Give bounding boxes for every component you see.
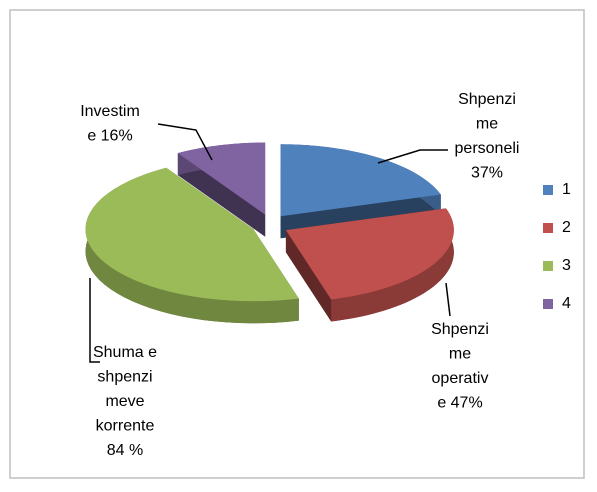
data-label: e 16% xyxy=(87,128,132,145)
slice xyxy=(285,208,454,300)
data-label: e 47% xyxy=(437,395,482,412)
slice-edge xyxy=(177,142,266,237)
data-label: Shpenzi xyxy=(458,91,516,108)
leader-line xyxy=(445,282,451,317)
data-label: korrente xyxy=(96,418,155,435)
data-label: Investim xyxy=(80,103,140,120)
data-label: Shuma e xyxy=(93,344,157,361)
legend-label: 1 xyxy=(562,181,571,198)
legend-swatch xyxy=(543,299,553,309)
data-label: 37% xyxy=(471,165,503,182)
slice-side xyxy=(331,208,454,322)
legend-label: 4 xyxy=(562,295,571,312)
data-label: me xyxy=(476,116,498,133)
legend-label: 3 xyxy=(562,257,571,274)
data-label: me xyxy=(449,346,471,363)
slice xyxy=(85,167,299,302)
leader-line xyxy=(377,149,448,164)
legend-swatch xyxy=(543,185,553,195)
data-label: personeli xyxy=(455,140,520,157)
slice-side xyxy=(85,167,299,324)
legend-label: 2 xyxy=(562,219,571,236)
legend-swatch xyxy=(543,223,553,233)
legend-swatch xyxy=(543,261,553,271)
data-label: operativ xyxy=(432,370,489,387)
slice xyxy=(177,142,266,215)
leader-line xyxy=(157,123,213,161)
data-label: shpenzi xyxy=(97,369,152,386)
leader-line xyxy=(89,278,100,363)
data-label: Shpenzi xyxy=(431,321,489,338)
data-label: meve xyxy=(105,393,144,410)
slice xyxy=(280,144,441,217)
data-label: 84 % xyxy=(107,442,143,459)
